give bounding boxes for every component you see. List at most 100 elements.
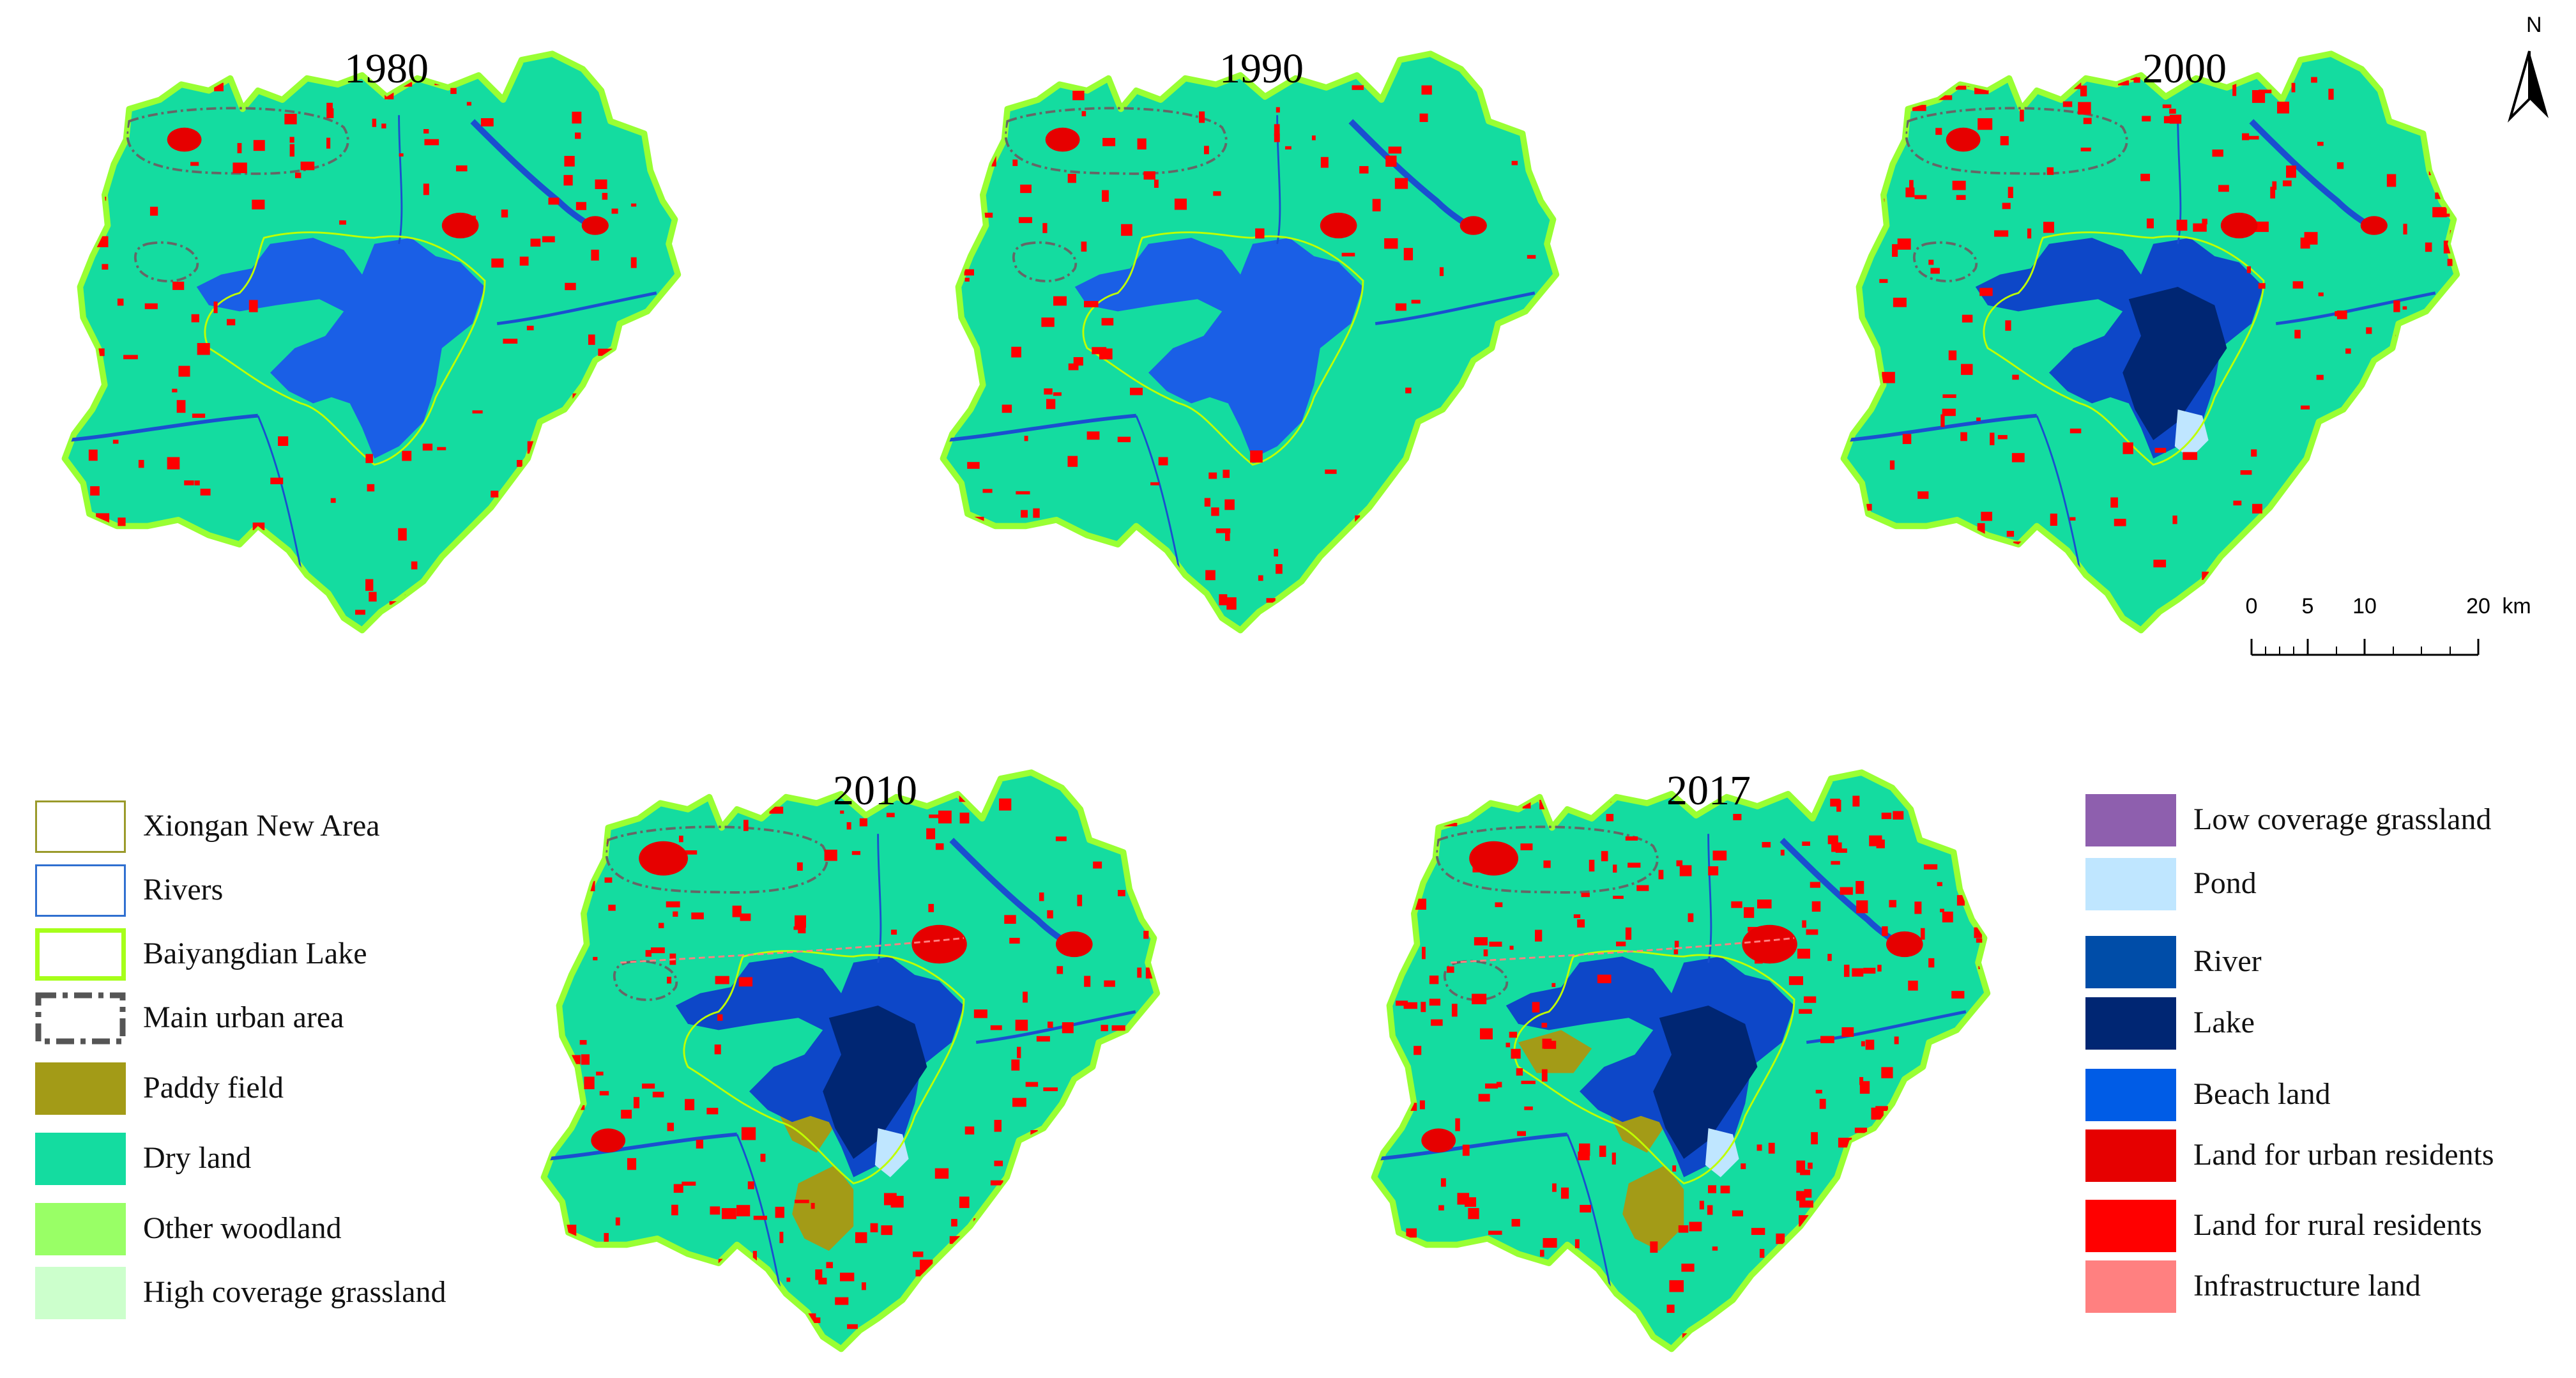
map-2017-rural-settlement bbox=[1800, 1169, 1811, 1175]
map-1990-rural-settlement bbox=[1498, 603, 1504, 614]
map-2010-rural-settlement bbox=[1097, 1287, 1108, 1292]
map-1980-rural-settlement bbox=[300, 609, 307, 614]
map-2000-land-cover bbox=[1846, 67, 2457, 627]
map-2000-rural-settlement bbox=[1909, 531, 1913, 537]
map-2000-rural-settlement bbox=[2140, 173, 2151, 181]
map-2017-river-3 bbox=[1376, 1132, 1568, 1161]
map-2000-rural-settlement bbox=[2380, 468, 2395, 481]
scale-tick-20: 20 bbox=[2466, 594, 2490, 618]
map-2010-rural-settlement bbox=[964, 1126, 975, 1135]
map-2017-rural-settlement bbox=[1947, 1221, 1960, 1225]
map-1990-rural-settlement bbox=[1468, 607, 1475, 614]
legend-label-main-urban-area: Main urban area bbox=[143, 1000, 344, 1034]
map-2000-rural-settlement bbox=[2078, 102, 2091, 115]
map-2000-rural-settlement bbox=[1930, 268, 1940, 274]
map-1990-rural-settlement bbox=[1066, 539, 1074, 549]
map-2017-rural-settlement bbox=[1928, 958, 1935, 968]
map-2010-rural-settlement bbox=[752, 1251, 757, 1264]
map-1980-rural-settlement bbox=[632, 552, 641, 560]
map-1980-rural-settlement bbox=[250, 598, 258, 608]
map-2010-rural-settlement bbox=[743, 820, 749, 831]
map-1980-rural-settlement bbox=[90, 486, 100, 496]
map-2017-rural-settlement bbox=[1689, 1221, 1702, 1232]
map-2017-rural-settlement bbox=[1474, 937, 1488, 945]
map-2010-rural-settlement bbox=[1053, 1129, 1058, 1135]
map-2000-urban-town bbox=[1946, 127, 1981, 152]
map-2000-rural-settlement bbox=[2080, 85, 2087, 96]
map-1980-rural-settlement bbox=[372, 118, 377, 127]
map-1990-rural-settlement bbox=[1033, 508, 1040, 518]
map-1990-urban-town bbox=[1045, 127, 1080, 152]
map-2010-rural-settlement bbox=[599, 1091, 609, 1096]
map-1990-rural-settlement bbox=[1101, 318, 1114, 326]
map-1980-rural-settlement bbox=[423, 128, 429, 134]
map-2010-rural-settlement bbox=[1088, 1158, 1102, 1169]
map-2017-baiyangdian-outline bbox=[1513, 950, 1795, 1184]
map-1980-rural-settlement bbox=[88, 217, 94, 224]
map-2017-rural-settlement bbox=[1436, 1316, 1445, 1324]
map-2017-urban-area-2 bbox=[1443, 960, 1509, 1001]
map-2010-rural-settlement bbox=[915, 1269, 926, 1276]
map-1980-rural-settlement bbox=[445, 562, 453, 570]
map-2000-rural-settlement bbox=[1909, 180, 1914, 193]
map-2010-rural-settlement bbox=[1047, 910, 1053, 919]
map-2010-rural-settlement bbox=[600, 785, 614, 791]
map-2000-rural-settlement bbox=[2006, 530, 2015, 537]
map-2017-rural-settlement bbox=[1841, 1027, 1854, 1037]
map-2017-rural-settlement bbox=[1712, 850, 1727, 861]
map-2017-rural-settlement bbox=[1391, 1073, 1405, 1078]
map-2000-rural-settlement bbox=[2318, 292, 2324, 296]
map-2017-rural-settlement bbox=[1896, 1133, 1907, 1142]
map-1980-rural-settlement bbox=[575, 202, 586, 210]
map-2010-rural-settlement bbox=[966, 1292, 980, 1305]
map-2010-rural-settlement bbox=[1145, 1220, 1154, 1227]
map-1990-rural-settlement bbox=[1325, 469, 1337, 474]
map-2017-rural-settlement bbox=[1421, 947, 1426, 960]
map-1990-rural-settlement bbox=[1410, 479, 1420, 490]
map-2010-rural-settlement bbox=[1043, 1087, 1058, 1092]
map-2010-rural-settlement bbox=[581, 1054, 590, 1065]
map-1980-rural-settlement bbox=[194, 480, 200, 486]
map-2010-rural-settlement bbox=[1084, 976, 1091, 987]
map-1990-rural-settlement bbox=[1311, 135, 1316, 141]
map-2017-rural-settlement bbox=[1932, 1077, 1944, 1085]
map-1980-rural-settlement bbox=[517, 460, 522, 467]
map-2010-rural-settlement bbox=[811, 1202, 815, 1209]
map-2017-rural-settlement bbox=[1612, 1152, 1616, 1165]
map-1980-rural-settlement bbox=[284, 114, 297, 125]
map-2000-rural-settlement bbox=[1902, 603, 1917, 612]
map-2017-rural-settlement bbox=[1768, 1142, 1775, 1154]
map-2000-rural-settlement bbox=[1961, 364, 1973, 375]
map-1990-rural-settlement bbox=[1549, 461, 1554, 469]
map-2000-rural-settlement bbox=[2336, 162, 2344, 169]
scale-bar-graphic bbox=[2250, 639, 2480, 656]
map-2010-rural-settlement bbox=[604, 1233, 609, 1242]
map-2000-rural-settlement bbox=[2027, 228, 2032, 239]
map-1980-rural-settlement bbox=[339, 220, 346, 225]
map-2000-rural-settlement bbox=[2354, 481, 2366, 494]
map-1990-rural-settlement bbox=[1258, 575, 1263, 581]
map-2010-rural-settlement bbox=[769, 806, 784, 814]
map-2017-rural-settlement bbox=[1511, 1048, 1521, 1059]
map-2017-rural-settlement bbox=[1627, 862, 1641, 868]
map-2010-rural-settlement bbox=[678, 836, 683, 843]
map-1980-rural-settlement bbox=[601, 392, 609, 399]
map-2010-rural-settlement bbox=[564, 1246, 574, 1257]
map-2010-rural-settlement bbox=[1055, 836, 1067, 841]
map-1990-rural-settlement bbox=[1067, 456, 1078, 467]
map-1980-rural-settlement bbox=[564, 156, 575, 167]
map-2010-urban-town bbox=[1056, 931, 1093, 958]
legend-swatch-rural-residents bbox=[2085, 1200, 2176, 1252]
map-1980-baiyangdian-outline bbox=[204, 231, 486, 466]
map-2000-rural-settlement bbox=[1860, 226, 1871, 236]
map-2010-rural-settlement bbox=[1077, 894, 1083, 907]
map-2017-rural-settlement bbox=[1751, 1228, 1765, 1236]
map-1990-rural-settlement bbox=[1523, 112, 1538, 118]
map-2010-rural-settlement bbox=[922, 1308, 937, 1317]
map-1980-rural-settlement bbox=[657, 454, 665, 463]
map-1980-rural-settlement bbox=[491, 258, 504, 268]
map-1980-rural-settlement bbox=[630, 344, 638, 352]
legend-label-xiongan-new-area: Xiongan New Area bbox=[143, 809, 380, 843]
map-1990-rural-settlement bbox=[979, 212, 993, 218]
map-2017-rural-settlement bbox=[1512, 1275, 1518, 1281]
